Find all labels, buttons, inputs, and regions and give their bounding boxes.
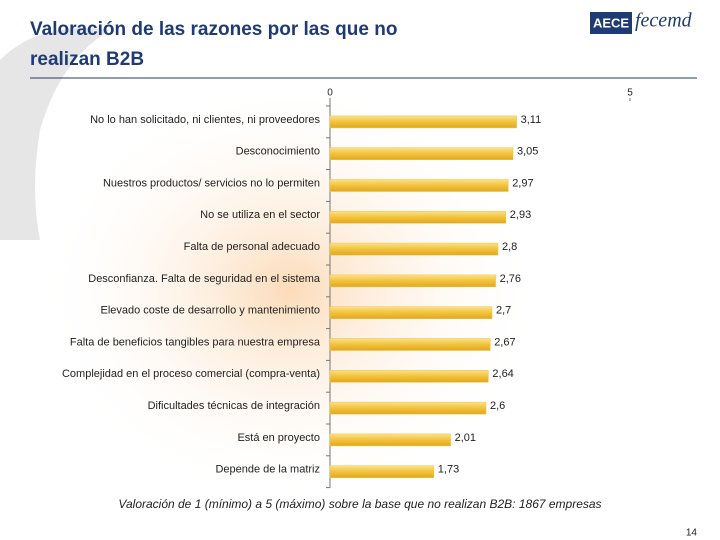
category-label: Desconocimiento [236,146,320,158]
logo-brand: AECE [593,15,629,30]
bar [329,306,493,319]
bar [329,211,507,224]
bar [329,433,451,447]
category-label: Falta de beneficios tangibles para nuest… [70,336,321,348]
x-tick-label: 0 [327,88,333,99]
bar [329,401,487,415]
category-label: Depende de la matriz [215,464,320,476]
category-label: Complejidad en el proceso comercial (com… [62,368,320,380]
logo-box [590,12,632,34]
category-label: Desconfianza. Falta de seguridad en el s… [88,273,321,285]
logo-name: fecemd [635,10,693,32]
value-label: 2,76 [500,273,521,285]
value-label: 2,6 [490,400,505,412]
value-label: 2,67 [494,336,515,348]
value-label: 3,05 [517,146,538,158]
value-label: 2,01 [455,432,476,444]
category-label: Elevado coste de desarrollo y mantenimie… [100,305,320,317]
caption: Valoración de 1 (mínimo) a 5 (máximo) so… [118,497,601,511]
background-swoosh [0,28,110,240]
title-line: realizan B2B [30,49,144,70]
bar [329,370,489,383]
bar [329,242,499,256]
title-line: Valoración de las razones por las que no [30,19,397,40]
page-number: 14 [686,528,698,539]
value-label: 2,7 [496,305,511,317]
category-label: Está en proyecto [237,432,320,444]
value-label: 2,64 [492,368,513,380]
x-tick-label: 5 [627,88,633,99]
bar [329,179,509,192]
bar [329,147,514,160]
category-label: Dificultades técnicas de integración [148,400,320,412]
bar [329,465,435,478]
value-label: 1,73 [438,464,459,476]
value-label: 2,93 [510,209,531,221]
category-label: No se utiliza en el sector [200,209,320,221]
category-label: No lo han solicitado, ni clientes, ni pr… [90,114,320,126]
value-label: 2,8 [502,241,517,253]
category-label: Falta de personal adecuado [184,241,320,253]
value-label: 2,97 [512,177,533,189]
bar [329,115,517,129]
bar [329,338,491,351]
category-label: Nuestros productos/ servicios no lo perm… [103,177,320,189]
value-label: 3,11 [521,114,542,126]
bar [329,274,496,288]
